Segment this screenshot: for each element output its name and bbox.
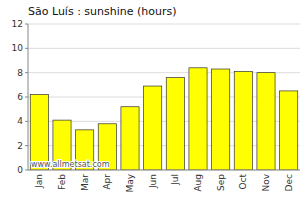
x-tick-label: Aug [193,174,203,192]
x-tick-label: Nov [261,173,271,191]
x-tick-label: Dec [284,174,294,191]
bar [212,69,230,170]
y-tick-label: 10 [12,43,24,53]
watermark: www.allmetsat.com [31,160,110,169]
x-tick-label: Mar [80,174,90,191]
x-tick-label: Apr [102,174,112,190]
chart: 0 2 4 6 8 10 12 Jan Feb Mar Apr May Jun Jul Aug Sep Oct N… [0,0,306,200]
x-tick-label: Jul [170,174,180,186]
bar [166,78,184,170]
bar [234,71,252,170]
grid-line [28,48,300,49]
bar [144,86,162,170]
bar [121,107,139,170]
x-tick-label: Oct [238,174,248,190]
title: São Luís : sunshine (hours) [28,5,177,18]
y-tick-label: 4 [17,116,23,126]
grid-line [28,170,300,171]
grid-line [28,24,300,25]
bars [30,68,297,170]
y-axis [28,24,29,170]
y-tick-label: 6 [17,92,23,102]
x-tick-label: Jan [34,174,44,189]
y-tick-label: 0 [17,165,23,175]
y-tick-label: 12 [12,19,23,29]
bar [280,91,298,170]
x-tick-label: Sep [216,174,226,191]
y-tick-label: 2 [17,141,23,151]
x-tick-label: Jun [148,174,158,189]
bar [257,73,275,170]
bar [189,68,207,170]
bar [30,95,48,170]
x-tick-label: Feb [57,174,67,190]
grid [28,24,300,170]
x-axis [28,170,300,171]
y-tick-label: 8 [17,68,23,78]
x-tick-label: May [125,173,135,192]
